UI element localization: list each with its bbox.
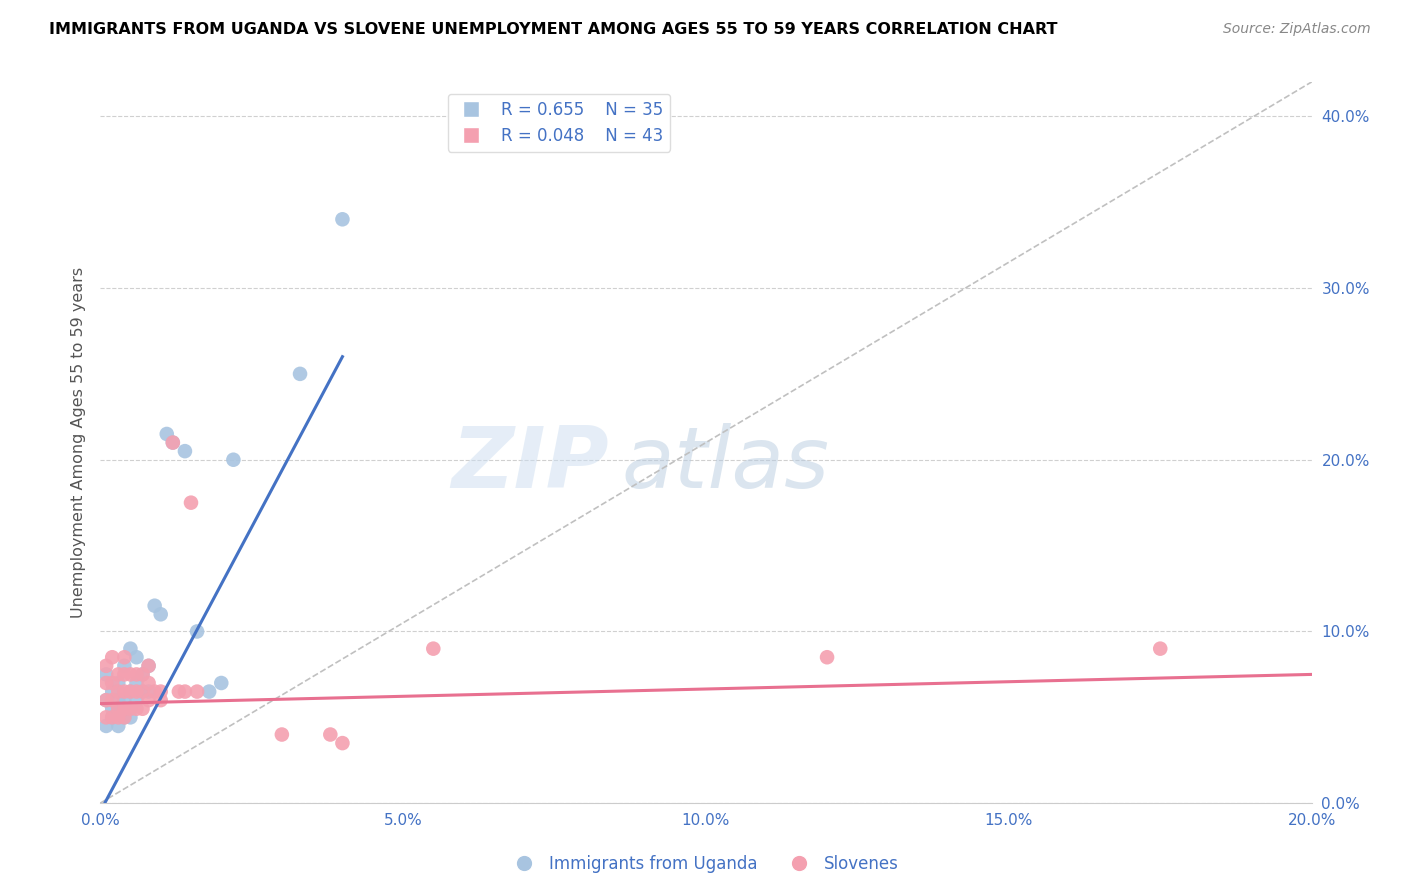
Point: [112, 710, 135, 724]
Point: [107, 719, 129, 733]
Point: [101, 676, 124, 690]
Legend: R = 0.655    N = 35, R = 0.048    N = 43: R = 0.655 N = 35, R = 0.048 N = 43: [447, 94, 669, 152]
Legend: Immigrants from Uganda, Slovenes: Immigrants from Uganda, Slovenes: [501, 848, 905, 880]
Point: [149, 693, 172, 707]
Point: [143, 599, 166, 613]
Point: [96, 719, 118, 733]
Point: [174, 684, 197, 698]
Point: [138, 658, 160, 673]
Point: [107, 676, 129, 690]
Point: [96, 710, 118, 724]
Point: [112, 710, 135, 724]
Point: [143, 684, 166, 698]
Point: [149, 684, 172, 698]
Point: [120, 684, 142, 698]
Point: [107, 667, 129, 681]
Point: [107, 693, 129, 707]
Point: [107, 710, 129, 724]
Point: [222, 452, 245, 467]
Point: [101, 702, 124, 716]
Point: [138, 693, 160, 707]
Point: [209, 676, 232, 690]
Point: [186, 684, 208, 698]
Point: [101, 684, 124, 698]
Point: [120, 710, 142, 724]
Point: [131, 684, 153, 698]
Y-axis label: Unemployment Among Ages 55 to 59 years: Unemployment Among Ages 55 to 59 years: [72, 267, 86, 618]
Point: [131, 667, 153, 681]
Point: [112, 684, 135, 698]
Point: [332, 212, 354, 227]
Point: [112, 667, 135, 681]
Point: [288, 367, 311, 381]
Point: [101, 710, 124, 724]
Point: [107, 702, 129, 716]
Text: atlas: atlas: [621, 423, 830, 506]
Point: [112, 693, 135, 707]
Point: [125, 667, 148, 681]
Point: [815, 650, 838, 665]
Point: [186, 624, 208, 639]
Point: [120, 641, 142, 656]
Point: [112, 702, 135, 716]
Point: [125, 684, 148, 698]
Point: [422, 641, 444, 656]
Point: [125, 650, 148, 665]
Text: Source: ZipAtlas.com: Source: ZipAtlas.com: [1223, 22, 1371, 37]
Point: [174, 444, 197, 458]
Point: [138, 658, 160, 673]
Point: [131, 667, 153, 681]
Point: [112, 658, 135, 673]
Point: [131, 702, 153, 716]
Point: [120, 667, 142, 681]
Point: [131, 684, 153, 698]
Text: ZIP: ZIP: [451, 423, 609, 506]
Point: [101, 710, 124, 724]
Point: [112, 650, 135, 665]
Point: [107, 684, 129, 698]
Point: [125, 702, 148, 716]
Point: [101, 693, 124, 707]
Point: [149, 607, 172, 622]
Point: [120, 684, 142, 698]
Point: [96, 693, 118, 707]
Point: [162, 435, 184, 450]
Point: [167, 684, 190, 698]
Point: [332, 736, 354, 750]
Point: [120, 702, 142, 716]
Point: [120, 702, 142, 716]
Point: [319, 727, 342, 741]
Point: [138, 676, 160, 690]
Point: [96, 693, 118, 707]
Point: [156, 427, 179, 442]
Point: [96, 658, 118, 673]
Point: [107, 702, 129, 716]
Point: [162, 435, 184, 450]
Point: [138, 684, 160, 698]
Text: IMMIGRANTS FROM UGANDA VS SLOVENE UNEMPLOYMENT AMONG AGES 55 TO 59 YEARS CORRELA: IMMIGRANTS FROM UGANDA VS SLOVENE UNEMPL…: [49, 22, 1057, 37]
Point: [101, 650, 124, 665]
Point: [96, 676, 118, 690]
Point: [125, 693, 148, 707]
Point: [96, 667, 118, 681]
Point: [180, 496, 202, 510]
Point: [125, 676, 148, 690]
Point: [198, 684, 221, 698]
Point: [270, 727, 292, 741]
Point: [1149, 641, 1171, 656]
